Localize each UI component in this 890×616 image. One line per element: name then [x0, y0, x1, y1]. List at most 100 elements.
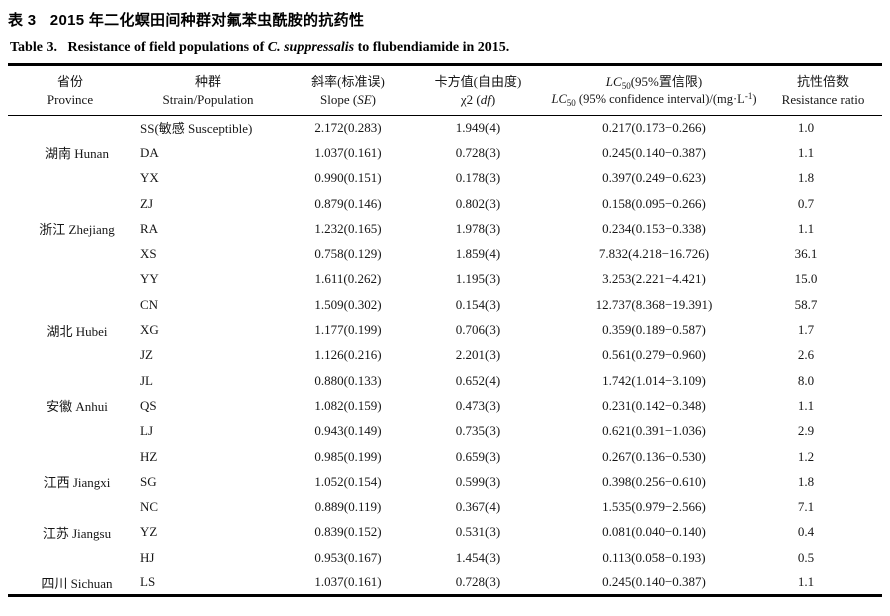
col-header-province-zh: 省份 [56, 74, 83, 89]
lc50-cell: 0.081(0.040−0.140) [602, 524, 706, 540]
col-header-slope-en: Slope (SE) [284, 90, 412, 116]
col-header-lc50-en: LC50 (95% confidence interval)/(mg·L-1) [544, 90, 764, 116]
table-row: 江西 Jiangxi SG 1.052(0.154) 0.599(3) 0.398(0.… [8, 469, 882, 494]
resistance-ratio-cell: 8.0 [797, 372, 815, 388]
resistance-ratio-cell: 2.6 [797, 347, 815, 363]
slope-cell: 0.990(0.151) [314, 170, 382, 186]
resistance-ratio-cell: 1.8 [797, 473, 815, 489]
resistance-ratio-cell: 1.8 [797, 170, 815, 186]
slope-cell: 1.037(0.161) [314, 144, 382, 160]
slope-cell: 0.985(0.199) [314, 448, 382, 464]
chi-square-cell: 0.473(3) [455, 397, 501, 413]
resistance-ratio-cell: 36.1 [794, 246, 818, 262]
lc50-zh-suffix: (95%置信限) [630, 74, 703, 89]
table-title-zh: 表 3 2015 年二化螟田间种群对氟苯虫酰胺的抗药性 [8, 12, 365, 29]
strain-cell: JL [140, 372, 153, 388]
resistance-ratio-cell: 2.9 [797, 423, 815, 439]
chi-square-cell: 0.178(3) [455, 170, 501, 186]
strain-cell: LS [140, 574, 156, 590]
table-row: JL 0.880(0.133) 0.652(4) 1.742(1.014−3.109)… [8, 368, 882, 393]
slope-cell: 1.126(0.216) [314, 347, 382, 363]
col-header-rr-en: Resistance ratio [764, 90, 882, 116]
slope-cell: 0.953(0.167) [314, 549, 382, 565]
strain-cell: XS [140, 246, 157, 262]
chi-square-cell: 0.802(3) [455, 195, 501, 211]
table-row: YX 0.990(0.151) 0.178(3) 0.397(0.249−0.623)… [8, 166, 882, 191]
table-row: HJ 0.953(0.167) 1.454(3) 0.113(0.058−0.193)… [8, 545, 882, 570]
lc-italic: LC [551, 92, 567, 107]
table-row: 浙江 Zhejiang RA 1.232(0.165) 1.978(3) 0.234(0… [8, 216, 882, 241]
chi-square-cell: 2.201(3) [455, 347, 501, 363]
strain-cell: YX [140, 170, 159, 186]
df-italic: df [480, 91, 491, 107]
strain-cell: DA [140, 144, 159, 160]
col-header-chi-en: χ2 (df) [412, 90, 544, 116]
slope-cell: 0.879(0.146) [314, 195, 382, 211]
table-row: HZ 0.985(0.199) 0.659(3) 0.267(0.136−0.530)… [8, 444, 882, 469]
lc50-cell: 0.621(0.391−1.036) [602, 423, 706, 439]
province-cell [8, 368, 132, 393]
col-header-lc50-zh: LC50(95%置信限) [544, 65, 764, 91]
province-cell [8, 419, 132, 444]
strain-cell: SS(敏感 Susceptible) [140, 121, 253, 137]
title-en-text-post: to flubendiamide in 2015. [354, 40, 510, 55]
province-cell [8, 191, 132, 216]
header-row-zh: 省份 种群 斜率(标准误) 卡方值(自由度) LC50(95%置信限) 抗性倍数 [8, 65, 882, 91]
lc50-cell: 0.245(0.140−0.387) [602, 144, 706, 160]
table-row: 安徽 Anhui QS 1.082(0.159) 0.473(3) 0.231(0.14… [8, 393, 882, 418]
slope-cell: 0.889(0.119) [314, 499, 382, 515]
slope-cell: 1.082(0.159) [314, 397, 382, 413]
strain-cell: HZ [140, 448, 158, 464]
strain-cell: ZJ [140, 195, 153, 211]
lc50-cell: 0.217(0.173−0.266) [602, 119, 706, 135]
province-cell: 安徽 Anhui [46, 399, 108, 415]
table-row: SS(敏感 Susceptible) 2.172(0.283) 1.949(4) 0.… [8, 115, 882, 140]
chi-square-cell: 1.859(4) [455, 246, 501, 262]
province-cell [8, 267, 132, 292]
table-body: SS(敏感 Susceptible) 2.172(0.283) 1.949(4) 0.… [8, 115, 882, 596]
col-header-slope-zh: 斜率(标准误) [311, 74, 385, 89]
chi-square-cell: 0.728(3) [455, 574, 501, 590]
province-cell [8, 444, 132, 469]
province-cell [8, 292, 132, 317]
table-row: 四川 Sichuan LS 1.037(0.161) 0.728(3) 0.245(0.… [8, 570, 882, 595]
strain-cell: SG [140, 473, 157, 489]
col-header-province-en: Province [8, 90, 132, 116]
resistance-ratio-cell: 15.0 [794, 271, 818, 287]
chi-square-cell: 0.599(3) [455, 473, 501, 489]
lc-italic: LC [605, 74, 622, 89]
chi-square-cell: 1.978(3) [455, 220, 501, 236]
slope-cell: 1.052(0.154) [314, 473, 382, 489]
chi-square-cell: 0.154(3) [455, 296, 501, 312]
province-cell: 江苏 Jiangsu [42, 525, 112, 541]
resistance-ratio-cell: 7.1 [797, 499, 815, 515]
table-label-en: Table 3. [10, 40, 57, 55]
strain-cell: HJ [140, 549, 155, 565]
chi-square-cell: 0.367(4) [455, 499, 501, 515]
lc50-cell: 0.234(0.153−0.338) [602, 220, 706, 236]
chi-square-cell: 1.949(4) [455, 119, 501, 135]
province-cell: 湖北 Hubei [46, 323, 108, 339]
table-row: 江苏 Jiangsu YZ 0.839(0.152) 0.531(3) 0.081(0.… [8, 520, 882, 545]
chi-en-post: ) [490, 91, 496, 107]
chi-square-cell: 0.531(3) [455, 524, 501, 540]
resistance-ratio-cell: 0.7 [797, 195, 815, 211]
chi-en-pre: χ2 ( [460, 91, 481, 107]
chi-square-cell: 0.652(4) [455, 372, 501, 388]
resistance-ratio-cell: 1.1 [797, 574, 815, 590]
slope-cell: 1.509(0.302) [314, 296, 382, 312]
table-row: XS 0.758(0.129) 1.859(4) 7.832(4.218−16.726… [8, 241, 882, 266]
resistance-ratio-cell: 1.1 [797, 220, 815, 236]
lc50-en-post: ) [752, 92, 757, 107]
resistance-ratio-cell: 58.7 [794, 296, 818, 312]
lc50-cell: 0.245(0.140−0.387) [602, 574, 706, 590]
slope-cell: 1.037(0.161) [314, 574, 382, 590]
table-row: 湖北 Hubei XG 1.177(0.199) 0.706(3) 0.359(0.18… [8, 317, 882, 342]
strain-cell: CN [140, 296, 159, 312]
strain-cell: QS [140, 397, 157, 413]
province-cell [8, 545, 132, 570]
slope-cell: 2.172(0.283) [314, 119, 382, 135]
resistance-ratio-cell: 0.5 [797, 549, 815, 565]
table-row: JZ 1.126(0.216) 2.201(3) 0.561(0.279−0.960)… [8, 343, 882, 368]
lc50-cell: 0.397(0.249−0.623) [602, 170, 706, 186]
